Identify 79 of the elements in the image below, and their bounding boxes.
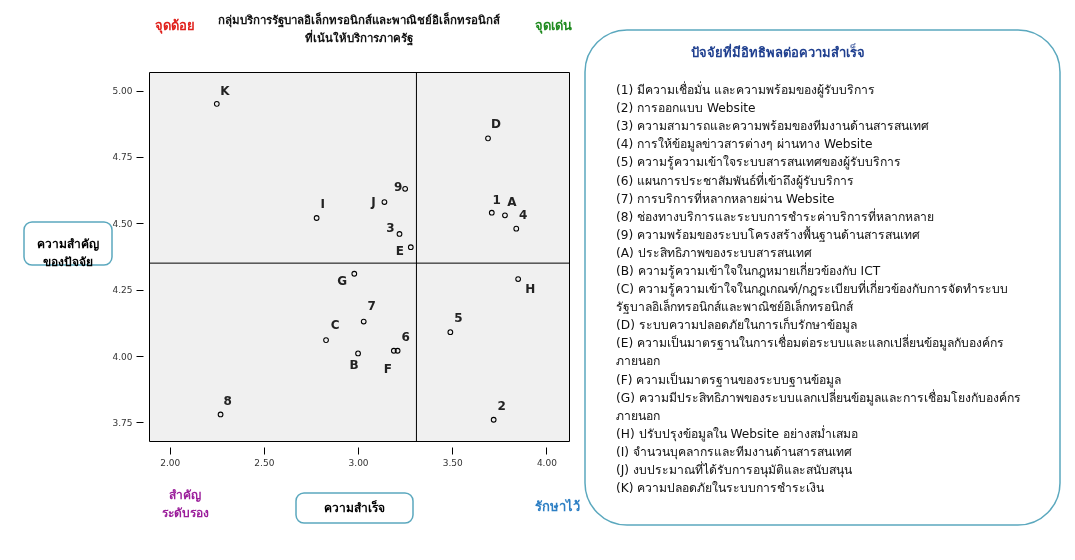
- text: (F) ความเป็นมาตรฐานของระบบฐานข้อมูล: [616, 371, 842, 388]
- text: จุดด้อย: [155, 18, 195, 34]
- annotation: 5: [454, 311, 463, 326]
- annotation: H: [525, 282, 536, 297]
- x-tick-label: 3.50: [442, 457, 464, 468]
- annotation: B: [349, 358, 359, 373]
- annotation: 9: [393, 179, 403, 194]
- text: (C) ความรู้ความเข้าใจในกฎเกณฑ์/กฎระเบียบที่เกี่ยวข้องกับการจัดทำระบบ รัฐบาลอิเล็กทรอนิกส์และพาณิชย์อิเล็กทรอนิกส์: [616, 280, 1008, 315]
- point: [490, 416, 497, 423]
- text: จุดเด่น: [534, 18, 572, 34]
- text: (B) ความรู้ความเข้าใจในกฎหมายเกี่ยวข้องกับ ICT: [616, 262, 881, 279]
- text: (6) แผนการประชาสัมพันธ์ที่เข้าถึงผู้รับบริการ: [616, 171, 855, 189]
- point: [381, 199, 388, 205]
- x-axis-title: ความสำเร็จ: [324, 500, 385, 515]
- text: ปัจจัยที่มีอิทธิพลต่อความสำเร็จ: [691, 43, 865, 60]
- annotation: 8: [223, 394, 232, 409]
- point: [217, 411, 224, 418]
- annotation: 7: [367, 298, 376, 313]
- point: [355, 350, 361, 357]
- y-tick-label: 5.00: [112, 86, 133, 97]
- point: [213, 100, 220, 107]
- text: (K) ความปลอดภัยในระบบการชำระเงิน: [616, 481, 826, 496]
- annotation: J: [370, 195, 376, 210]
- annotation: K: [220, 83, 231, 98]
- text: (4) การให้ข้อมูลข่าวสารต่างๆ ผ่านทาง Website: [616, 137, 873, 153]
- annotation: A: [507, 195, 518, 210]
- annotation: E: [395, 244, 404, 259]
- y-tick-label: 4.75: [112, 152, 133, 163]
- text: (I) จำนวนบุคลากรและทีมงานด้านสารสนเทศ: [616, 445, 852, 460]
- annotation: 4: [519, 207, 528, 222]
- text: (G) ความมีประสิทธิภาพของระบบแลกเปลี่ยนข้อมูลและการเชื่อมโยงกับองค์กร ภายนอก: [616, 388, 1021, 423]
- y-tick-label: 3.75: [112, 417, 133, 428]
- text: (5) ความรู้ความเข้าใจระบบสารสนเทศของผู้รับบริการ: [616, 155, 902, 171]
- annotation: 1: [492, 192, 501, 207]
- y-tick-label: 4.50: [112, 218, 133, 229]
- annotation: I: [320, 197, 325, 212]
- x-tick-label: 2.00: [160, 457, 181, 468]
- point: [407, 244, 414, 251]
- annotation: D: [491, 117, 502, 132]
- annotation: 3: [386, 220, 395, 235]
- point: [402, 185, 409, 192]
- text: สำคัญ ระดับรอง: [161, 488, 209, 520]
- chart-title: กลุ่มบริการรัฐบาลอิเล็กทรอนิกส์และพาณิชย์อิเล็กทรอนิกส์ ที่เน้นให้บริการภาครัฐ: [218, 12, 501, 46]
- point: [488, 209, 495, 216]
- point: [396, 231, 403, 237]
- annotation: 2: [497, 398, 506, 413]
- text: (E) ความเป็นมาตรฐานในการเชื่อมต่อระบบและแลกเปลี่ยนข้อมูลกับองค์กร ภายนอก: [616, 334, 1005, 369]
- point: [485, 135, 491, 142]
- text: (9) ความพร้อมของระบบโครงสร้างพื้นฐานด้านสารสนเทศ: [616, 225, 921, 242]
- text: (3) ความสามารถและความพร้อมของทีมงานด้านสารสนเทศ: [616, 119, 930, 134]
- point: [360, 318, 367, 325]
- annotation: F: [383, 361, 392, 376]
- x-tick-label: 2.50: [254, 457, 275, 468]
- x-tick-label: 4.00: [536, 457, 558, 468]
- text: (1) มีความเชื่อมั่น และความพร้อมของผู้รับบริการ: [616, 81, 876, 98]
- point: [323, 337, 329, 344]
- text: รักษาไว้: [534, 498, 580, 514]
- point: [502, 212, 508, 219]
- text: (A) ประสิทธิภาพของระบบสารสนเทศ: [616, 245, 812, 260]
- y-axis-title: ความสำคัญ ของปัจจัย: [37, 236, 99, 269]
- point: [513, 225, 520, 232]
- point: [351, 270, 358, 277]
- y-tick-label: 4.00: [112, 351, 133, 362]
- annotation: G: [337, 273, 348, 288]
- point: [394, 347, 401, 354]
- annotation: 6: [401, 329, 410, 344]
- text: (D) ระบบความปลอดภัยในการเก็บรักษาข้อมูล: [616, 317, 857, 334]
- y-tick-label: 4.25: [112, 285, 133, 296]
- text: (8) ช่องทางบริการและระบบการชำระค่าบริการที่หลากหลาย: [616, 207, 935, 224]
- text: (7) การบริการที่หลากหลายผ่าน Website: [616, 189, 835, 206]
- text: (H) ปรับปรุงข้อมูลใน Website อย่างสม่ำเสมอ: [616, 424, 858, 442]
- text: (J) งบประมาณที่ได้รับการอนุมัติและสนับสนุน: [616, 461, 853, 479]
- x-tick-label: 3.00: [348, 457, 369, 468]
- annotation: C: [330, 318, 340, 333]
- text: (2) การออกแบบ Website: [616, 101, 756, 116]
- point: [515, 276, 522, 282]
- point: [390, 347, 397, 354]
- point: [313, 215, 320, 221]
- point: [447, 329, 454, 336]
